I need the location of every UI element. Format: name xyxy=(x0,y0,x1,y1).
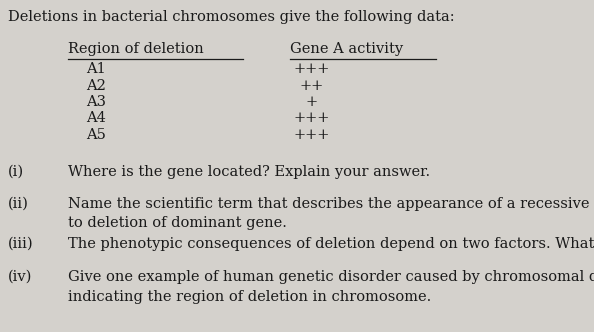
Text: ++: ++ xyxy=(300,78,324,93)
Text: (i): (i) xyxy=(8,165,24,179)
Text: A3: A3 xyxy=(86,95,106,109)
Text: A2: A2 xyxy=(86,78,106,93)
Text: (iv): (iv) xyxy=(8,270,33,284)
Text: A5: A5 xyxy=(86,128,106,142)
Text: Gene A activity: Gene A activity xyxy=(290,42,403,56)
Text: (ii): (ii) xyxy=(8,197,29,211)
Text: A4: A4 xyxy=(86,112,106,125)
Text: +++: +++ xyxy=(294,62,330,76)
Text: +++: +++ xyxy=(294,128,330,142)
Text: +++: +++ xyxy=(294,112,330,125)
Text: Where is the gene located? Explain your answer.: Where is the gene located? Explain your … xyxy=(68,165,430,179)
Text: The phenotypic consequences of deletion depend on two factors. What are they?: The phenotypic consequences of deletion … xyxy=(68,237,594,251)
Text: Name the scientific term that describes the appearance of a recessive phenotype : Name the scientific term that describes … xyxy=(68,197,594,230)
Text: A1: A1 xyxy=(86,62,106,76)
Text: (iii): (iii) xyxy=(8,237,34,251)
Text: Deletions in bacterial chromosomes give the following data:: Deletions in bacterial chromosomes give … xyxy=(8,10,454,24)
Text: +: + xyxy=(306,95,318,109)
Text: Region of deletion: Region of deletion xyxy=(68,42,204,56)
Text: Give one example of human genetic disorder caused by chromosomal deletion by
ind: Give one example of human genetic disord… xyxy=(68,270,594,303)
